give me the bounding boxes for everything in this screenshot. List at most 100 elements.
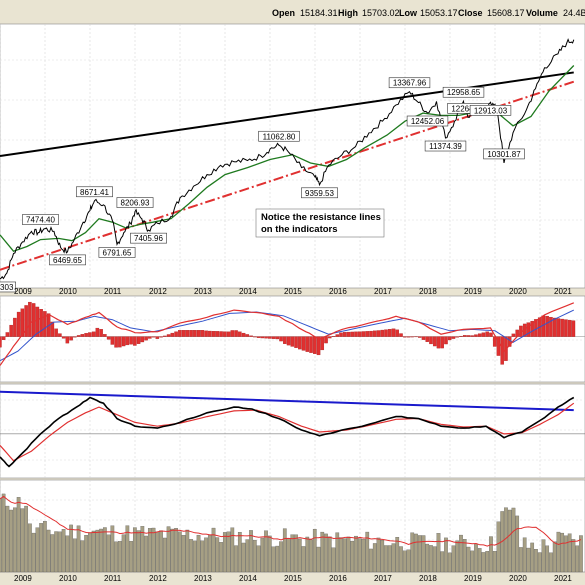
volume-bar: [459, 534, 463, 573]
volume-bar: [174, 528, 178, 573]
volume-bar: [76, 525, 81, 573]
macd-histogram-bar: [84, 333, 88, 337]
volume-bar: [0, 498, 2, 573]
open-label: Open: [272, 8, 295, 18]
macd-histogram-bar: [410, 336, 414, 338]
macd-histogram-bar: [358, 331, 362, 337]
year-axis-labels: 2009 2009 2010 2010 2011 2011 2012 2012 2013 2013…: [14, 287, 572, 583]
macd-histogram-bar: [436, 336, 441, 349]
volume-bar: [537, 552, 542, 573]
macd-histogram-bar: [545, 315, 549, 337]
macd-histogram-bar: [73, 336, 77, 338]
macd-histogram-bar: [136, 336, 141, 344]
macd-histogram-bar: [54, 328, 58, 337]
volume-bar: [200, 540, 205, 573]
macd-histogram-bar: [549, 316, 553, 337]
close-label: Close: [458, 8, 483, 18]
year-label-2017-top: 2017: [374, 287, 392, 296]
volume-bar: [132, 527, 137, 573]
volume-bar: [84, 535, 88, 573]
volume-bar: [444, 537, 448, 573]
macd-histogram-bar: [163, 335, 167, 337]
macd-histogram-bar: [1, 336, 6, 340]
macd-histogram-bar: [444, 336, 448, 345]
macd-histogram-bar: [219, 331, 223, 337]
macd-histogram-bar: [402, 336, 407, 338]
price-annotation-box-0: [22, 214, 59, 225]
macd-histogram-bar: [211, 331, 216, 337]
macd-histogram-bar: [50, 321, 55, 337]
price-annotation-8: 13367.96: [388, 77, 431, 89]
macd-histogram-bar: [387, 329, 392, 337]
macd-histogram-bar: [95, 327, 100, 337]
volume-bar: [264, 530, 268, 573]
macd-histogram-bar: [290, 336, 295, 347]
year-label-2015-bottom: 2015: [284, 574, 302, 583]
macd-histogram-bar: [320, 336, 325, 351]
macd-histogram-bar: [372, 330, 377, 337]
volume-bar: [534, 549, 538, 573]
volume-bar: [275, 545, 280, 573]
volume-bar: [88, 532, 92, 573]
macd-histogram-bar: [477, 333, 482, 337]
price-annotation-15: 5303: [0, 281, 16, 293]
macd-histogram-bar: [264, 336, 268, 339]
price-annotation-3: 6791.65: [98, 247, 136, 258]
year-label-2014-top: 2014: [239, 287, 257, 296]
macd-histogram-bar: [76, 335, 81, 337]
ohlc-header: Open 15184.31 High 15703.02 Low 15053.17…: [272, 8, 585, 18]
volume-bar: [69, 524, 73, 573]
macd-histogram-bar: [260, 336, 265, 339]
volume-bar: [121, 534, 126, 573]
macd-histogram-bar: [241, 332, 246, 337]
volume-bar: [327, 536, 332, 573]
macd-histogram-bar: [421, 336, 426, 340]
volume-bar: [560, 532, 565, 573]
price-annotation-label-7: 9359.53: [305, 189, 334, 198]
macd-histogram-bar: [103, 334, 107, 337]
volume-bar: [410, 532, 415, 573]
close-value: 15608.17: [487, 8, 525, 18]
volume-bar: [372, 543, 377, 573]
volume-bar: [125, 525, 130, 573]
volume-bar: [417, 535, 422, 573]
volume-bar: [20, 508, 25, 573]
macd-histogram-bar: [343, 332, 347, 337]
macd-histogram-bar: [354, 331, 358, 337]
macd-histogram-bar: [43, 311, 47, 337]
volume-bar: [147, 528, 152, 573]
macd-histogram-bar: [99, 329, 103, 337]
volume-bar: [451, 545, 456, 573]
macd-histogram-bar: [39, 309, 43, 337]
macd-histogram-bar: [144, 336, 148, 341]
year-label-2010-bottom: 2010: [59, 574, 77, 583]
macd-histogram-bar: [215, 331, 220, 337]
macd-histogram-bar: [399, 333, 403, 337]
macd-histogram-bar: [166, 334, 171, 337]
volume-bar: [579, 535, 583, 573]
macd-histogram-bar: [151, 336, 156, 338]
high-label: High: [338, 8, 358, 18]
price-annotation-box-10: [442, 86, 485, 98]
price-annotation-label-14: 10301.87: [487, 150, 521, 159]
price-annotation-4: 8206.93: [116, 197, 154, 208]
volume-bar: [129, 541, 133, 573]
volume-bar: [260, 537, 265, 573]
volume-bar: [489, 536, 493, 573]
volume-bar: [237, 532, 242, 573]
volume-bar: [549, 552, 553, 573]
volume-bar: [567, 533, 572, 573]
macd-histogram-bar: [106, 336, 111, 340]
price-annotation-9: 12452.06: [406, 115, 449, 127]
price-annotation-label-9: 12452.06: [411, 117, 445, 126]
macd-histogram-bar: [13, 317, 17, 337]
volume-bar: [481, 552, 486, 573]
macd-histogram-bar: [526, 322, 531, 337]
volume-bar: [282, 528, 287, 573]
volume-bar: [354, 535, 358, 573]
macd-histogram-bar: [234, 330, 238, 337]
volume-bar: [297, 538, 302, 573]
volume-bar: [331, 547, 336, 573]
volume-bar: [316, 546, 321, 573]
